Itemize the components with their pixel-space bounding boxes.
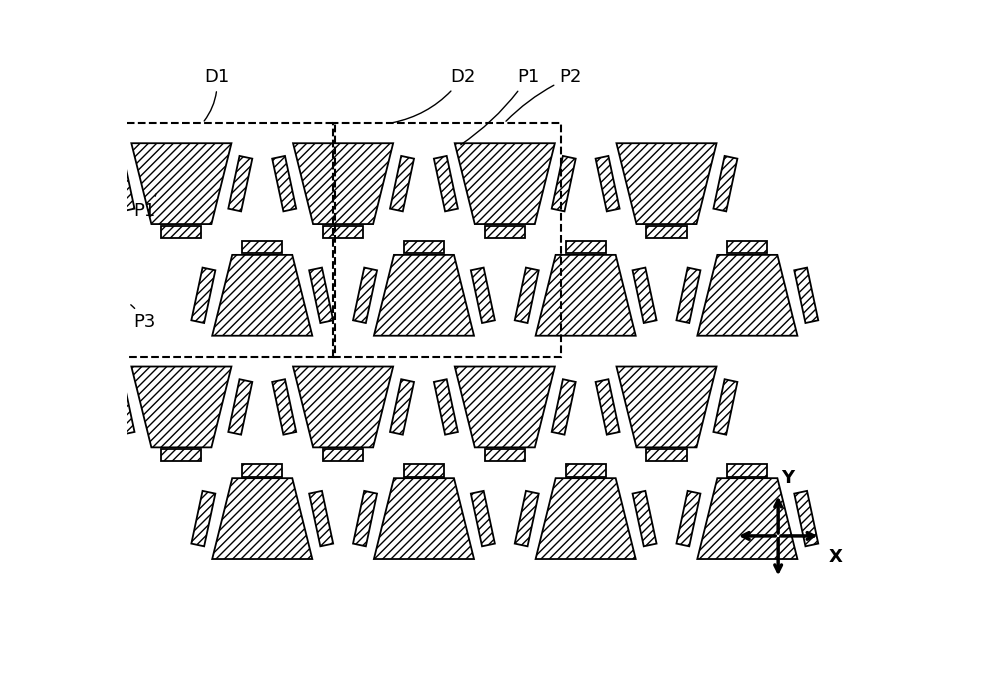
Polygon shape	[228, 156, 252, 211]
Polygon shape	[697, 255, 797, 335]
Polygon shape	[455, 367, 555, 448]
Polygon shape	[536, 478, 636, 559]
Polygon shape	[228, 379, 252, 435]
Polygon shape	[455, 143, 555, 224]
Polygon shape	[515, 491, 539, 546]
Polygon shape	[374, 255, 474, 335]
Polygon shape	[110, 379, 135, 435]
Polygon shape	[110, 156, 135, 211]
Text: D1: D1	[204, 68, 229, 121]
Text: P2: P2	[506, 68, 581, 121]
Bar	[333, 123, 561, 358]
Polygon shape	[309, 491, 333, 546]
Polygon shape	[242, 464, 282, 477]
Polygon shape	[566, 241, 606, 254]
Polygon shape	[212, 478, 312, 559]
Polygon shape	[713, 379, 737, 435]
Polygon shape	[212, 255, 312, 335]
Polygon shape	[646, 449, 687, 462]
Polygon shape	[697, 478, 797, 559]
Polygon shape	[191, 267, 215, 323]
Polygon shape	[272, 379, 296, 435]
Text: Y: Y	[781, 469, 794, 487]
Polygon shape	[131, 367, 231, 448]
Text: P2: P2	[0, 692, 1, 693]
Polygon shape	[552, 379, 576, 435]
Polygon shape	[390, 156, 414, 211]
Polygon shape	[471, 491, 495, 546]
Polygon shape	[434, 156, 458, 211]
Polygon shape	[390, 379, 414, 435]
Polygon shape	[646, 226, 687, 238]
Polygon shape	[616, 367, 717, 448]
Polygon shape	[434, 379, 458, 435]
Polygon shape	[404, 241, 444, 254]
Polygon shape	[676, 267, 700, 323]
Polygon shape	[713, 156, 737, 211]
Polygon shape	[633, 267, 657, 323]
Text: P1: P1	[134, 194, 156, 220]
Polygon shape	[727, 464, 767, 477]
Polygon shape	[293, 143, 393, 224]
Polygon shape	[272, 156, 296, 211]
Polygon shape	[131, 143, 231, 224]
Polygon shape	[536, 255, 636, 335]
Bar	[107, 123, 335, 358]
Polygon shape	[633, 491, 657, 546]
Polygon shape	[191, 491, 215, 546]
Polygon shape	[596, 379, 620, 435]
Text: P1: P1	[461, 68, 539, 145]
Polygon shape	[293, 367, 393, 448]
Polygon shape	[374, 478, 474, 559]
Polygon shape	[242, 241, 282, 254]
Polygon shape	[161, 226, 201, 238]
Polygon shape	[566, 464, 606, 477]
Polygon shape	[323, 449, 363, 462]
Polygon shape	[309, 267, 333, 323]
Polygon shape	[353, 267, 377, 323]
Polygon shape	[727, 241, 767, 254]
Polygon shape	[161, 449, 201, 462]
Text: P3: P3	[131, 305, 156, 331]
Polygon shape	[353, 491, 377, 546]
Polygon shape	[552, 156, 576, 211]
Polygon shape	[485, 449, 525, 462]
Polygon shape	[404, 464, 444, 477]
Polygon shape	[676, 491, 700, 546]
Polygon shape	[515, 267, 539, 323]
Polygon shape	[794, 267, 818, 323]
Polygon shape	[596, 156, 620, 211]
Polygon shape	[616, 143, 717, 224]
Polygon shape	[485, 226, 525, 238]
Polygon shape	[471, 267, 495, 323]
Text: X: X	[828, 548, 842, 566]
Text: D2: D2	[393, 68, 475, 123]
Polygon shape	[794, 491, 818, 546]
Polygon shape	[323, 226, 363, 238]
